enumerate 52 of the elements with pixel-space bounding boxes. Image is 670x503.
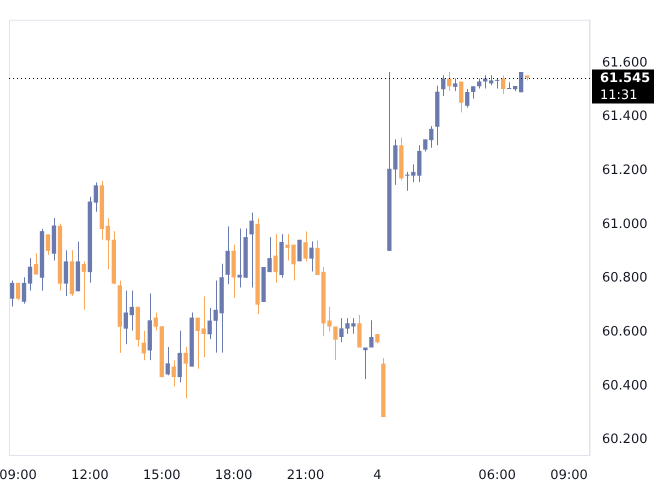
candlestick — [309, 240, 314, 272]
y-tick-label: 61.600 — [602, 55, 648, 70]
candlestick — [441, 74, 446, 96]
x-tick-label: 4 — [373, 468, 382, 484]
y-tick-label: 61.200 — [602, 162, 648, 178]
candlestick — [273, 234, 278, 284]
candlestick — [369, 320, 374, 348]
candlestick — [291, 244, 296, 281]
candlestick — [267, 236, 272, 273]
candlestick — [172, 360, 176, 388]
candlestick — [142, 330, 146, 361]
x-tick-label: 12:00 — [71, 468, 109, 484]
candlestick — [339, 318, 344, 343]
x-tick-label: 15:00 — [143, 468, 181, 484]
candlestick — [501, 75, 506, 95]
candlestick — [249, 212, 254, 288]
x-tick-label: 21:00 — [286, 468, 324, 484]
candlestick — [303, 230, 308, 262]
text: 11:31 — [600, 88, 638, 103]
y-tick-label: 61.000 — [602, 216, 648, 232]
candlestick — [16, 282, 20, 301]
candlestick — [297, 239, 302, 262]
candlestick — [22, 276, 26, 304]
y-tick-label: 60.600 — [602, 324, 648, 340]
candlestick — [459, 80, 464, 113]
candlestick — [28, 258, 32, 292]
candlestick — [226, 226, 230, 285]
x-tick-label: 18:00 — [214, 468, 252, 484]
candlestick — [82, 260, 86, 310]
y-tick-label: 60.800 — [602, 270, 648, 286]
candlestick — [184, 346, 188, 399]
ref-line-label: 61.545 — [600, 70, 650, 86]
candlestick — [333, 326, 338, 361]
y-tick-label: 60.200 — [602, 432, 648, 448]
candlestick — [375, 334, 380, 344]
candlestick — [447, 72, 452, 92]
candlestick — [166, 346, 170, 376]
x-tick-label: 09:00 — [550, 468, 588, 484]
candlestick — [46, 234, 50, 256]
candlestick — [64, 250, 68, 297]
candlestick — [327, 306, 332, 332]
candlestick — [10, 280, 14, 308]
candlestick — [465, 88, 470, 108]
candlestick — [34, 252, 38, 276]
candlestick — [285, 234, 290, 262]
candlestick — [453, 78, 458, 92]
candlestick — [471, 86, 476, 100]
candlestick — [477, 78, 482, 89]
x-tick-label: 09:00 — [0, 468, 37, 484]
y-tick-label: 60.400 — [602, 378, 648, 394]
y-tick-label: 61.400 — [602, 109, 648, 124]
x-tick-label: 06:00 — [478, 468, 516, 484]
